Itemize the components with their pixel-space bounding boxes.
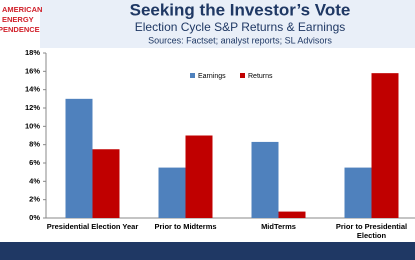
bar bbox=[158, 167, 186, 218]
y-tick-label: 12% bbox=[25, 103, 40, 112]
y-tick-label: 10% bbox=[25, 121, 40, 130]
bar bbox=[344, 167, 372, 218]
logo-line: PENDENCE bbox=[0, 25, 40, 34]
y-tick-label: 0% bbox=[29, 213, 40, 222]
chart-source: Sources: Factset; analyst reports; SL Ad… bbox=[148, 35, 332, 45]
y-tick-label: 2% bbox=[29, 195, 40, 204]
y-tick-label: 18% bbox=[25, 48, 40, 57]
header-band bbox=[0, 0, 415, 48]
bar bbox=[251, 141, 279, 218]
legend-label: Earnings bbox=[198, 73, 226, 80]
x-tick-label: Prior to Midterms bbox=[154, 222, 217, 231]
chart-title: Seeking the Investor’s Vote bbox=[130, 0, 351, 19]
x-tick-label: Prior to Presidential Election bbox=[335, 222, 408, 240]
footer-band bbox=[0, 242, 415, 260]
logo-line: ENERGY bbox=[2, 15, 34, 24]
y-tick-label: 6% bbox=[29, 158, 40, 167]
y-tick-label: 16% bbox=[25, 66, 40, 75]
x-tick-label: Presidential Election Year bbox=[46, 222, 139, 231]
legend-swatch bbox=[240, 73, 245, 78]
logo-box bbox=[0, 0, 40, 48]
bar bbox=[278, 211, 306, 218]
legend-label: Returns bbox=[248, 73, 273, 80]
bar bbox=[65, 98, 93, 218]
chart-subtitle: Election Cycle S&P Returns & Earnings bbox=[135, 20, 346, 34]
bar bbox=[185, 135, 213, 218]
legend-swatch bbox=[190, 73, 195, 78]
x-tick-label: MidTerms bbox=[261, 222, 296, 231]
y-tick-label: 4% bbox=[29, 176, 40, 185]
y-tick-label: 8% bbox=[29, 140, 40, 149]
logo-line: AMERICAN bbox=[2, 5, 42, 14]
bar bbox=[92, 149, 120, 218]
bar bbox=[371, 73, 399, 219]
y-tick-label: 14% bbox=[25, 85, 40, 94]
